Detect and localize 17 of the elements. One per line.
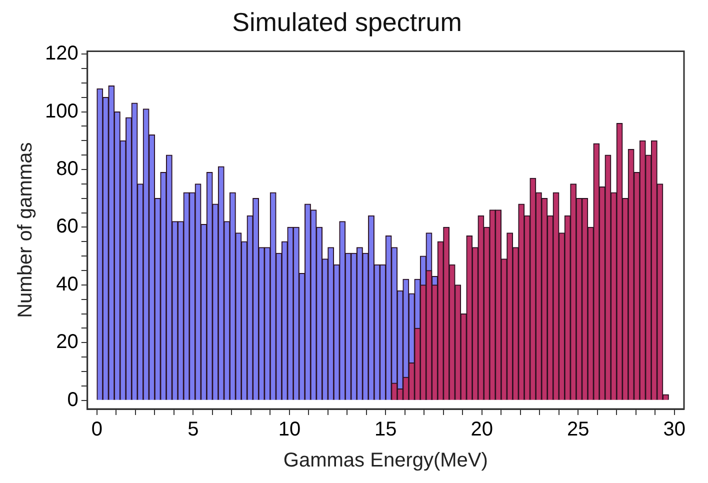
x-tick-label: 20 [470, 418, 494, 441]
y-axis-title: Number of gammas [14, 142, 37, 318]
y-tick-label: 0 [67, 388, 78, 411]
chart-title: Simulated spectrum [232, 6, 462, 37]
x-axis-title: Gammas Energy(MeV) [283, 450, 488, 472]
y-tick-label: 100 [44, 100, 78, 122]
x-tick-label: 10 [278, 418, 301, 441]
y-tick-label: 80 [56, 158, 78, 180]
y-tick-label: 60 [56, 216, 78, 238]
x-tick-label: 15 [374, 418, 397, 441]
x-tick-label: 0 [91, 418, 103, 441]
y-tick-label: 20 [56, 331, 78, 354]
y-tick-label: 40 [56, 273, 78, 296]
y-tick-label: 120 [44, 42, 78, 65]
x-tick-label: 30 [663, 418, 686, 441]
x-tick-label: 25 [567, 418, 590, 441]
x-tick-label: 5 [188, 418, 199, 441]
